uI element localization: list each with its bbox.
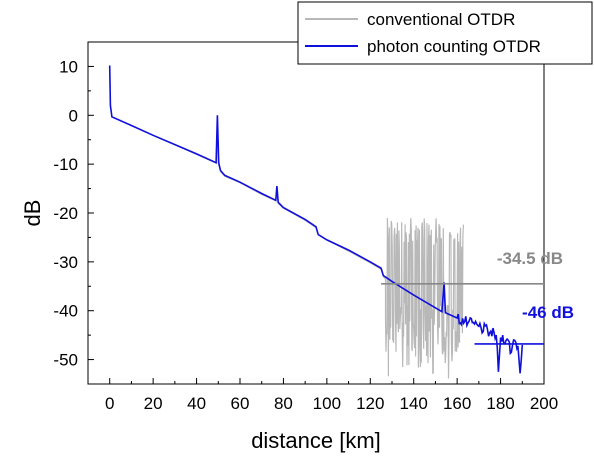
x-tick-label: 80 [274,394,293,413]
y-tick-label: -40 [53,302,78,321]
traces [108,65,524,379]
y-tick-label: -30 [53,253,78,272]
x-tick-label: 60 [231,394,250,413]
legend: conventional OTDR photon counting OTDR [297,1,593,65]
reference-lines: -34.5 dB -46 dB [381,249,574,345]
series-conventional-otdr [109,66,464,379]
x-axis-title: distance [km] [251,428,381,453]
x-tick-label: 200 [530,394,558,413]
legend-label-conventional: conventional OTDR [367,10,515,29]
x-tick-label: 140 [400,394,428,413]
y-tick-label: -50 [53,351,78,370]
reference-label: -34.5 dB [497,249,563,268]
axis-ticks: 0 20 40 60 80 100 120 140 160 180 200100-10-20-30-… [53,41,558,413]
x-tick-label: 160 [443,394,471,413]
x-tick-label: 40 [187,394,206,413]
x-tick-label: 180 [486,394,514,413]
legend-box [297,1,593,65]
reference-label: -46 dB [522,303,574,322]
y-tick-label: 0 [69,106,78,125]
plot-frame [87,41,545,385]
series-photon-counting-otdr [108,65,524,374]
plot-area: -34.5 dB-46 dB 0 20 40 60 80 100 120 140 160 180 2… [53,41,574,413]
y-tick-label: 10 [59,57,78,76]
y-axis-title: dB [20,200,45,227]
x-tick-label: 0 [105,394,114,413]
y-tick-label: -10 [53,155,78,174]
legend-label-photon: photon counting OTDR [367,37,541,56]
x-tick-label: 100 [313,394,341,413]
x-tick-label: 20 [144,394,163,413]
y-tick-label: -20 [53,204,78,223]
x-tick-label: 120 [356,394,384,413]
